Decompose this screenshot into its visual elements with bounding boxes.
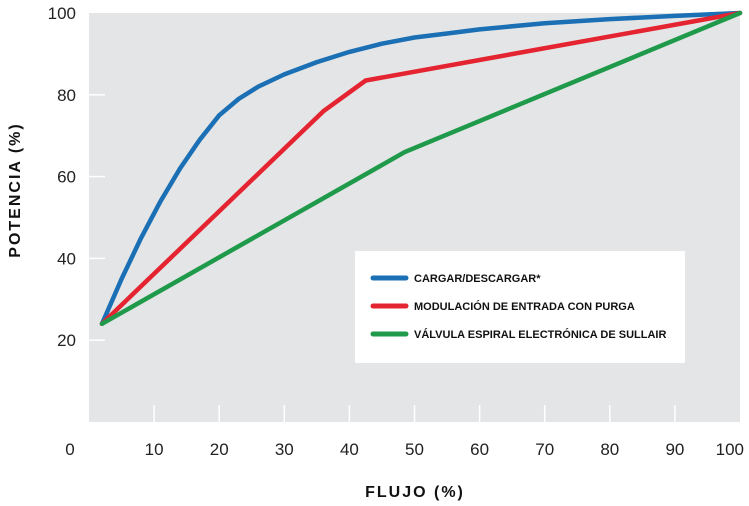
y-tick-label: 100: [48, 4, 76, 23]
x-axis: 0 10 20 30 40 50 60 70 80 90 100: [65, 405, 744, 459]
x-axis-title: FLUJO (%): [365, 484, 465, 501]
y-axis: 20 40 60 80 100: [48, 4, 105, 350]
y-tick-label: 80: [57, 86, 76, 105]
x-tick-label: 40: [340, 440, 359, 459]
x-tick-label: 100: [716, 440, 744, 459]
x-tick-label: 0: [65, 440, 74, 459]
x-tick-label: 80: [600, 440, 619, 459]
y-axis-title: POTENCIA (%): [7, 122, 24, 257]
y-tick-label: 60: [57, 168, 76, 187]
x-tick-label: 10: [145, 440, 164, 459]
series-lines: [99, 10, 743, 327]
x-tick-label: 90: [665, 440, 684, 459]
legend-label: MODULACIÓN DE ENTRADA CON PURGA: [414, 300, 635, 313]
x-tick-label: 70: [535, 440, 554, 459]
series-line: [99, 10, 743, 327]
series-line: [99, 10, 743, 327]
y-tick-label: 40: [57, 249, 76, 268]
legend: [355, 251, 685, 363]
x-tick-label: 60: [470, 440, 489, 459]
x-tick-label: 20: [210, 440, 229, 459]
legend-items: CARGAR/DESCARGAR* MODULACIÓN DE ENTRADA C…: [370, 273, 666, 341]
legend-label: CARGAR/DESCARGAR*: [414, 273, 541, 285]
x-tick-label: 50: [405, 440, 424, 459]
y-tick-label: 20: [57, 331, 76, 350]
x-tick-label: 30: [275, 440, 294, 459]
series-line: [99, 10, 743, 327]
legend-label: VÁLVULA ESPIRAL ELECTRÓNICA DE SULLAIR: [414, 328, 666, 341]
